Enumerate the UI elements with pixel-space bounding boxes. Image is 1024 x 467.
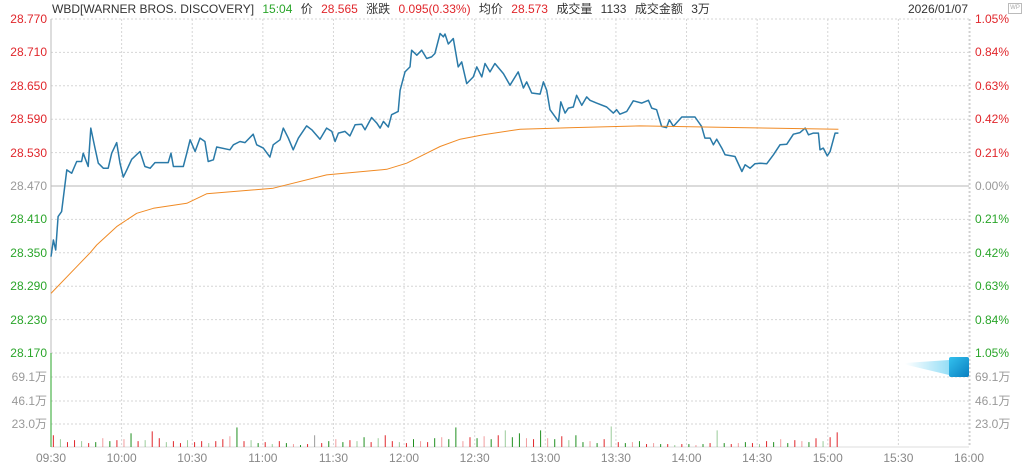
price-value: 28.565 bbox=[321, 2, 358, 16]
price-tick-label: 28.530 bbox=[10, 145, 47, 160]
price-tick-label: 28.410 bbox=[10, 212, 47, 227]
time-tick-label: 14:00 bbox=[671, 451, 702, 465]
price-tick-label: 28.710 bbox=[10, 45, 47, 60]
volume-tick-label-right: 69.1万 bbox=[975, 370, 1011, 384]
volume-tick-label-right: 46.1万 bbox=[975, 394, 1011, 408]
avg-value: 28.573 bbox=[511, 2, 548, 16]
volume-tick-label-right: 23.0万 bbox=[975, 417, 1011, 431]
volume-tick-label: 23.0万 bbox=[11, 417, 47, 431]
percent-tick-label: 0.42% bbox=[975, 245, 1010, 260]
volume-tick-label: 69.1万 bbox=[11, 370, 47, 384]
percent-tick-label: 0.21% bbox=[975, 212, 1010, 227]
time-tick-label: 12:30 bbox=[459, 451, 490, 465]
volume-label: 成交量 bbox=[556, 2, 593, 16]
time-tick-label: 10:00 bbox=[106, 451, 137, 465]
percent-tick-label: 0.63% bbox=[975, 279, 1010, 294]
percent-tick-label: 0.21% bbox=[975, 145, 1010, 160]
time-tick-label: 11:00 bbox=[248, 451, 278, 465]
change-value: 0.095(0.33%) bbox=[398, 2, 471, 16]
price-tick-label: 28.170 bbox=[10, 346, 47, 360]
quote-time: 15:04 bbox=[262, 2, 293, 16]
price-tick-label: 28.650 bbox=[10, 78, 47, 93]
time-tick-label: 10:30 bbox=[177, 451, 208, 465]
time-tick-label: 15:30 bbox=[883, 451, 914, 465]
time-tick-label: 09:30 bbox=[35, 451, 67, 465]
time-tick-label: 11:30 bbox=[318, 451, 349, 465]
percent-tick-label: 0.63% bbox=[975, 78, 1010, 93]
time-tick-label: 13:00 bbox=[530, 451, 561, 465]
percent-tick-label: 0.42% bbox=[975, 112, 1010, 127]
chart-date: 2026/01/07 bbox=[907, 2, 968, 16]
symbol-name: WBD[WARNER BROS. DISCOVERY] bbox=[52, 2, 255, 16]
time-tick-label: 14:30 bbox=[742, 451, 773, 465]
price-tick-label: 28.230 bbox=[10, 312, 47, 327]
percent-tick-label: 1.05% bbox=[975, 346, 1010, 360]
avg-label: 均价 bbox=[478, 2, 503, 16]
price-tick-label: 28.770 bbox=[10, 12, 47, 26]
time-tick-label: 15:00 bbox=[812, 451, 843, 465]
volume-tick-label: 46.1万 bbox=[11, 394, 47, 408]
price-tick-label: 28.470 bbox=[10, 179, 47, 193]
price-tick-label: 28.590 bbox=[10, 112, 47, 127]
amount-label: 成交金额 bbox=[634, 2, 683, 16]
mini-panel-toggle-button[interactable] bbox=[949, 357, 969, 377]
time-tick-label: 16:00 bbox=[953, 451, 985, 465]
percent-tick-label: 1.05% bbox=[975, 12, 1010, 26]
volume-value: 1133 bbox=[600, 2, 627, 16]
percent-tick-label: 0.00% bbox=[975, 179, 1010, 193]
price-tick-label: 28.290 bbox=[10, 279, 47, 294]
change-label: 涨跌 bbox=[366, 2, 391, 16]
amount-value: 3万 bbox=[691, 2, 710, 16]
time-tick-label: 12:00 bbox=[389, 451, 420, 465]
price-line bbox=[50, 32, 839, 257]
watermark-toggle-icon[interactable]: WP bbox=[1008, 3, 1022, 14]
average-price-line bbox=[50, 125, 839, 294]
quote-header: WBD[WARNER BROS. DISCOVERY] 15:04 价 28.5… bbox=[52, 1, 715, 17]
time-tick-label: 13:30 bbox=[600, 451, 631, 465]
price-label: 价 bbox=[300, 2, 313, 16]
percent-tick-label: 0.84% bbox=[975, 312, 1010, 327]
price-tick-label: 28.350 bbox=[10, 245, 47, 260]
percent-tick-label: 0.84% bbox=[975, 45, 1010, 60]
